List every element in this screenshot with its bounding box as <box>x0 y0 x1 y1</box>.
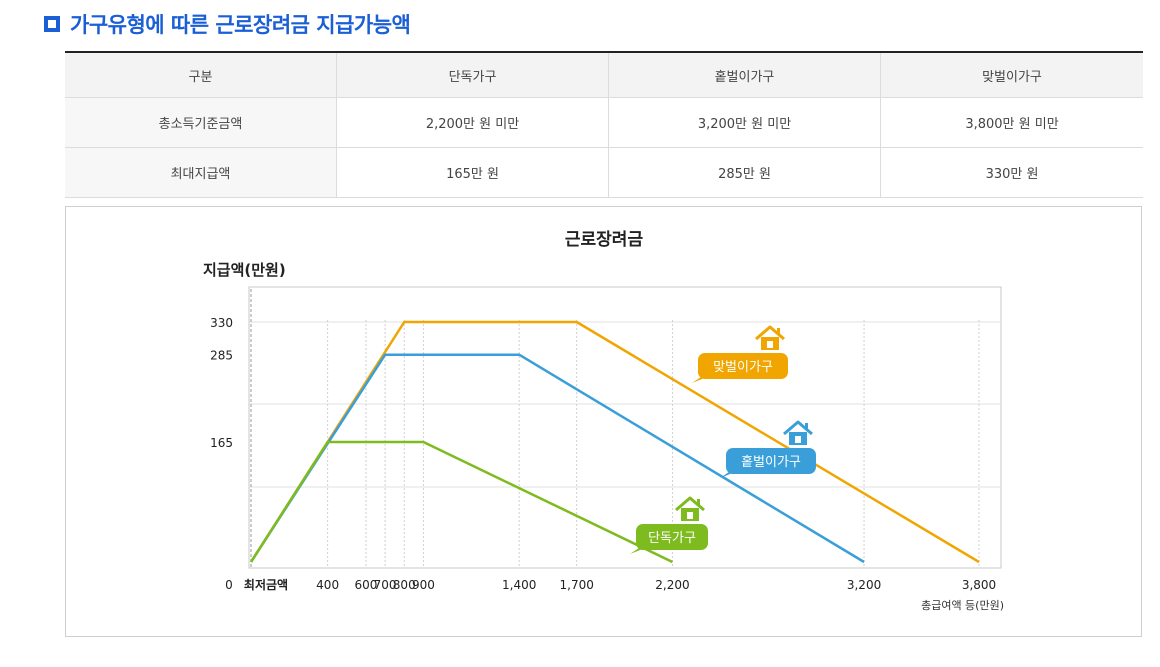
table-cell: 165만 원 <box>336 147 609 198</box>
table-header-cell: 맞벌이가구 <box>880 51 1143 98</box>
table-row-label: 최대지급액 <box>65 147 337 198</box>
house-chimney <box>805 423 808 429</box>
page-heading: 가구유형에 따른 근로장려금 지급가능액 <box>44 10 411 38</box>
series-label: 단독가구 <box>648 531 696 546</box>
income-threshold-table: 구분 단독가구 홑벌이가구 맞벌이가구 총소득기준금액 2,200만 원 미만 … <box>65 51 1143 198</box>
house-door <box>795 436 801 443</box>
y-tick-label: 330 <box>210 316 233 330</box>
series-label-callout: 단독가구 <box>630 496 708 554</box>
house-icon <box>675 496 705 521</box>
table-cell: 330만 원 <box>880 147 1143 198</box>
y-tick-label: 285 <box>210 349 233 363</box>
table-cell: 3,800만 원 미만 <box>880 97 1143 148</box>
plot-frame <box>248 286 1002 569</box>
y-axis-label: 지급액(만원) <box>203 261 286 279</box>
table-header-cell: 구분 <box>65 51 337 98</box>
series-label-callout: 홑벌이가구 <box>720 420 816 478</box>
y-origin-label: 0 <box>225 578 233 592</box>
house-chimney <box>697 499 700 505</box>
house-icon <box>783 420 813 445</box>
table-cell: 3,200만 원 미만 <box>608 97 881 148</box>
x-tick-label: 1,400 <box>502 578 536 592</box>
house-icon <box>755 325 785 350</box>
x-axis-label: 총급여액 등(만원) <box>921 599 1004 612</box>
x-tick-label: 3,800 <box>962 578 996 592</box>
x-tick-label: 2,200 <box>655 578 689 592</box>
chart-container: 근로장려금 지급액(만원) 총급여액 등(만원) 0 최저금액 400 600 70… <box>65 206 1142 637</box>
series-label: 맞벌이가구 <box>713 360 773 375</box>
series-label-callout: 맞벌이가구 <box>692 325 788 383</box>
house-roof <box>675 496 705 512</box>
table-header-row: 구분 단독가구 홑벌이가구 맞벌이가구 <box>65 51 1143 98</box>
house-door <box>767 341 773 348</box>
callout-box <box>698 353 788 379</box>
x-tick-label: 800 <box>393 578 416 592</box>
x-origin-label: 최저금액 <box>244 577 288 592</box>
x-tick-label: 1,700 <box>560 578 594 592</box>
x-tick-label: 400 <box>316 578 339 592</box>
chart-title: 근로장려금 <box>565 230 644 250</box>
square-bullet-icon <box>44 16 60 32</box>
y-tick-label: 165 <box>210 436 233 450</box>
series-line <box>249 440 674 564</box>
x-tick-label: 3,200 <box>847 578 881 592</box>
table-header-cell: 홑벌이가구 <box>608 51 881 98</box>
x-tick-label: 700 <box>374 578 397 592</box>
table-row: 총소득기준금액 2,200만 원 미만 3,200만 원 미만 3,800만 원… <box>65 97 1143 148</box>
table-row-label: 총소득기준금액 <box>65 97 337 148</box>
callout-box <box>636 524 708 550</box>
x-tick-label: 900 <box>412 578 435 592</box>
x-tick-label: 600 <box>354 578 377 592</box>
table-cell: 285만 원 <box>608 147 881 198</box>
series-label: 홑벌이가구 <box>741 455 801 470</box>
table-cell: 2,200만 원 미만 <box>336 97 609 148</box>
house-roof <box>783 420 813 436</box>
table-header-cell: 단독가구 <box>336 51 609 98</box>
house-door <box>687 512 693 519</box>
house-roof <box>755 325 785 341</box>
table-row: 최대지급액 165만 원 285만 원 330만 원 <box>65 147 1143 198</box>
page-title: 가구유형에 따른 근로장려금 지급가능액 <box>70 13 411 37</box>
callout-box <box>726 448 816 474</box>
house-chimney <box>777 328 780 334</box>
earned-income-credit-chart: 근로장려금 지급액(만원) 총급여액 등(만원) 0 최저금액 400 60070… <box>203 230 1004 612</box>
